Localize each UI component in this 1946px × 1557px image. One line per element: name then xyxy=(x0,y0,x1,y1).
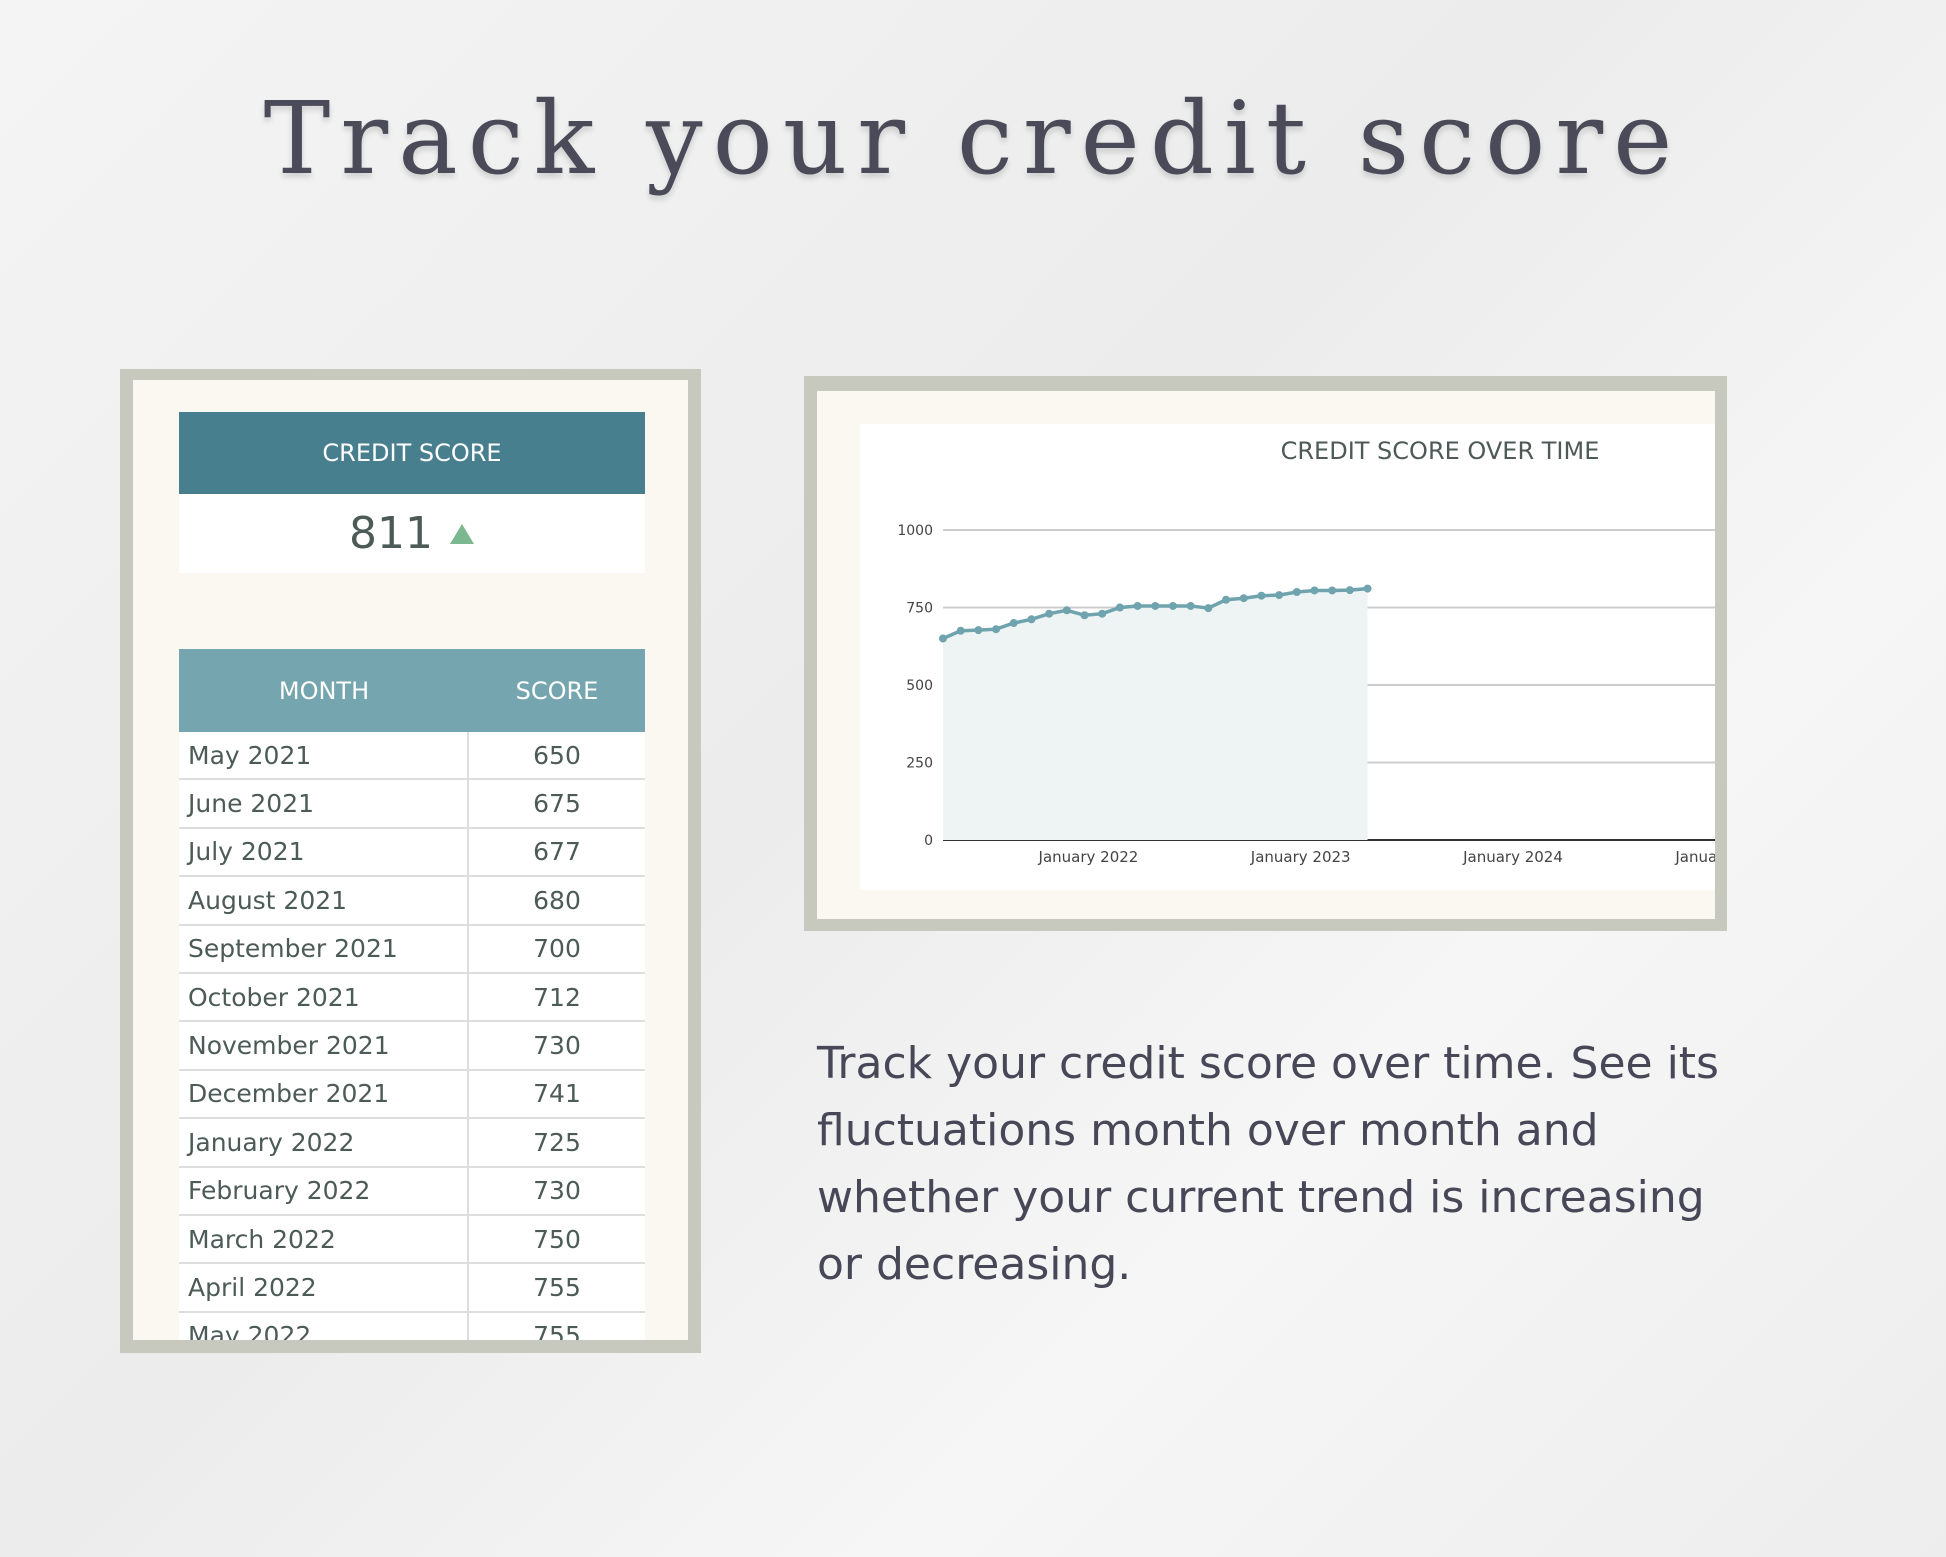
table-cell: May 2021 xyxy=(179,732,469,781)
point xyxy=(1239,594,1248,603)
point xyxy=(1204,604,1213,613)
y-tick-label: 1000 xyxy=(897,523,933,539)
point xyxy=(1222,595,1231,604)
table-cell: January 2022 xyxy=(179,1119,469,1168)
y-tick-label: 500 xyxy=(906,678,933,694)
area xyxy=(943,588,1368,840)
table-cell: March 2022 xyxy=(179,1216,469,1265)
point xyxy=(1045,609,1054,618)
table-cell: November 2021 xyxy=(179,1022,469,1071)
point xyxy=(992,625,1001,634)
table-cell: February 2022 xyxy=(179,1167,469,1216)
table-cell: September 2021 xyxy=(179,925,469,974)
point xyxy=(1292,588,1301,596)
x-tick-label: January 2024 xyxy=(1462,848,1563,866)
table-cell: 700 xyxy=(469,925,645,974)
point xyxy=(1257,591,1266,600)
plot: CREDIT SCORE OVER TIME 0 250 500 750 1000 Jan… xyxy=(897,437,1715,866)
point xyxy=(1186,601,1195,610)
point xyxy=(1275,591,1284,600)
table-cell: May 2022 xyxy=(179,1312,469,1340)
table-cell: 741 xyxy=(469,1070,645,1120)
table-cell: 730 xyxy=(469,1022,645,1071)
chart: CREDIT SCORE OVER TIME 0 250 500 750 1000 Jan… xyxy=(860,424,1715,890)
table-cell: 755 xyxy=(469,1312,645,1340)
table-cell: 725 xyxy=(469,1119,645,1168)
table-panel: CREDIT SCORE 811 MONTH SCORE May 2021 650… xyxy=(133,380,688,1340)
table-cell: July 2021 xyxy=(179,828,469,878)
point xyxy=(1009,619,1018,627)
y-tick-label: 250 xyxy=(906,756,933,772)
table-cell: June 2021 xyxy=(179,780,469,829)
table-cell: 680 xyxy=(469,877,645,926)
y-tick-label: 750 xyxy=(906,601,933,617)
page-title: Track your credit score xyxy=(263,80,1683,197)
point xyxy=(1062,606,1071,615)
point xyxy=(1310,586,1319,595)
point xyxy=(1345,586,1354,595)
column-header: MONTH xyxy=(179,649,469,732)
table-cell: April 2022 xyxy=(179,1264,469,1313)
table-cell: December 2021 xyxy=(179,1070,469,1120)
x-tick-label: Janua xyxy=(1674,848,1715,866)
point xyxy=(939,634,947,643)
table-cell: 755 xyxy=(469,1264,645,1313)
column-header: SCORE xyxy=(469,649,645,732)
point xyxy=(1098,609,1107,618)
point xyxy=(974,626,983,635)
summary-value: 811 xyxy=(349,508,433,559)
point xyxy=(956,626,965,635)
point xyxy=(1080,611,1089,620)
point xyxy=(1115,603,1124,612)
table-cell: 712 xyxy=(469,974,645,1023)
table-cell: 677 xyxy=(469,828,645,878)
point xyxy=(1151,601,1160,610)
up-arrow xyxy=(449,523,474,544)
table-cell: 650 xyxy=(469,732,645,781)
y-tick-label: 0 xyxy=(924,833,933,849)
chart-panel: CREDIT SCORE OVER TIME 0 250 500 750 1000 Jan… xyxy=(817,391,1715,919)
table-cell: 675 xyxy=(469,780,645,829)
table-cell: 750 xyxy=(469,1216,645,1265)
point xyxy=(1363,584,1372,593)
chart-title: CREDIT SCORE OVER TIME xyxy=(1281,437,1600,465)
point xyxy=(1133,601,1142,610)
point xyxy=(1027,615,1036,624)
point xyxy=(1168,601,1177,610)
table-cell: August 2021 xyxy=(179,877,469,926)
point xyxy=(1328,586,1337,595)
table-cell: October 2021 xyxy=(179,974,469,1023)
x-tick-label: January 2023 xyxy=(1250,848,1351,866)
summary-box: 811 xyxy=(179,494,645,573)
description: Track your credit score over time. See i… xyxy=(817,1038,1719,1290)
table-cell: 730 xyxy=(469,1167,645,1216)
summary-header: CREDIT SCORE xyxy=(179,412,645,494)
x-tick-label: January 2022 xyxy=(1038,848,1139,866)
